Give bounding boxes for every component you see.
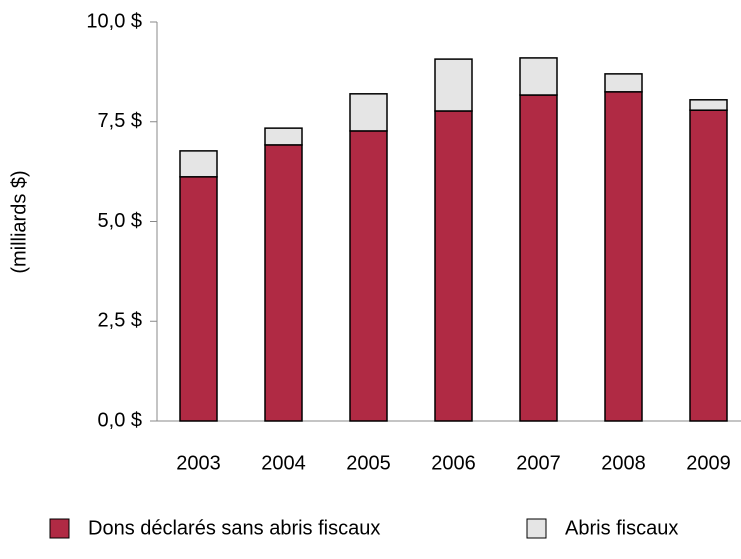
y-tick-label: 0,0 $	[98, 409, 142, 431]
legend-swatch	[49, 518, 70, 539]
bar-segment	[604, 73, 643, 93]
bar-segment	[604, 91, 643, 422]
legend-swatch	[526, 518, 547, 539]
x-tick-label: 2003	[176, 452, 221, 474]
bar-segment	[689, 109, 728, 422]
bar-segment	[349, 93, 388, 132]
y-axis-label: (milliards $)	[8, 170, 30, 273]
x-tick-label: 2005	[346, 452, 391, 474]
y-tick-label: 10,0 $	[86, 10, 142, 32]
y-tick-label: 2,5 $	[98, 310, 142, 332]
x-tick-label: 2007	[516, 452, 561, 474]
x-tick-label: 2009	[686, 452, 731, 474]
bar-segment	[519, 94, 558, 422]
bar-segment	[689, 99, 728, 111]
x-tick-label: 2006	[431, 452, 476, 474]
x-tick-label: 2004	[261, 452, 306, 474]
x-tick-label: 2008	[601, 452, 646, 474]
y-tick-label: 5,0 $	[98, 210, 142, 232]
bar-segment	[179, 150, 218, 178]
y-tick-label: 7,5 $	[98, 110, 142, 132]
bar-segment	[349, 130, 388, 422]
bar-segment	[434, 58, 473, 112]
bar-segment	[179, 176, 218, 422]
bar-segment	[264, 127, 303, 146]
legend-label: Dons déclarés sans abris fiscaux	[88, 517, 380, 539]
bar-segment	[434, 110, 473, 422]
bar-segment	[519, 57, 558, 96]
legend-label: Abris fiscaux	[565, 517, 678, 539]
bar-segment	[264, 144, 303, 422]
